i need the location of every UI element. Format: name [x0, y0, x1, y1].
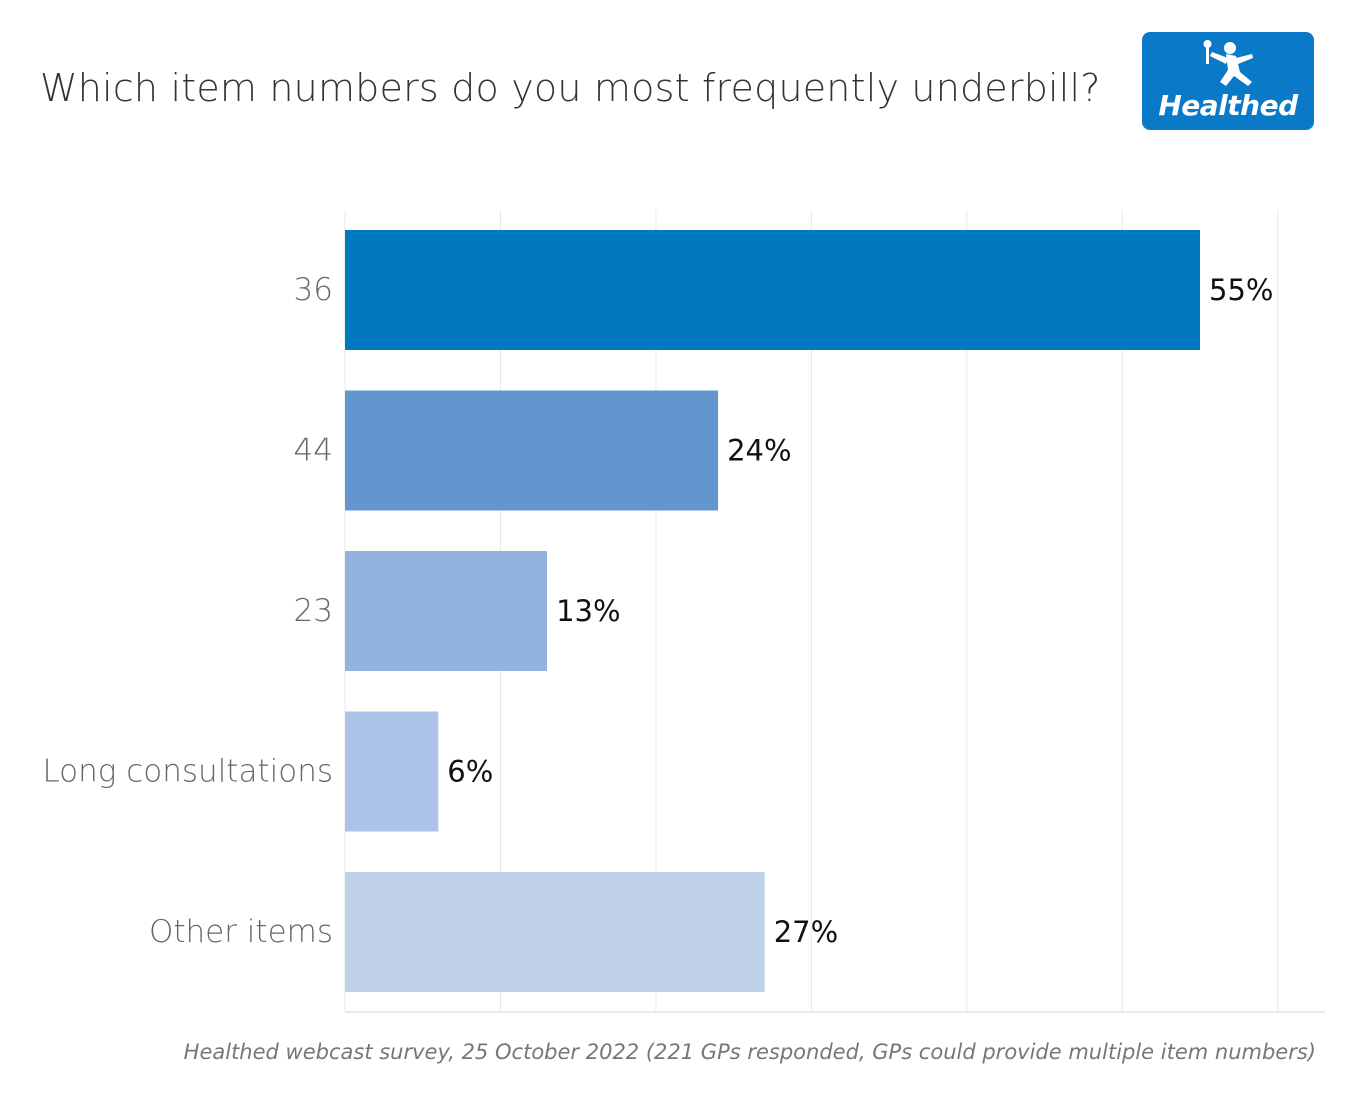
category-label: Other items	[149, 914, 333, 950]
source-footnote: Healthed webcast survey, 25 October 2022…	[183, 1040, 1316, 1064]
value-label: 24%	[727, 434, 791, 468]
logo-wordmark: Healthed	[1158, 89, 1298, 122]
category-label: Long consultations	[42, 754, 333, 790]
category-label: 36	[294, 272, 333, 308]
running-figure-icon	[1203, 40, 1253, 86]
value-labels: 55% 24% 13% 6% 27%	[447, 273, 1273, 949]
bar-other-items	[345, 872, 765, 992]
value-label: 55%	[1209, 273, 1273, 307]
value-label: 13%	[556, 594, 620, 628]
bars	[345, 230, 1200, 992]
healthed-logo: Healthed	[1142, 32, 1314, 130]
bar-44	[345, 390, 719, 511]
bar-long-consultations	[345, 711, 439, 832]
bar-36	[345, 230, 1200, 350]
category-labels: 36 44 23 Long consultations Other items	[42, 272, 333, 950]
category-label: 23	[294, 593, 333, 629]
chart-title: Which item numbers do you most frequentl…	[40, 66, 1101, 110]
category-label: 44	[294, 433, 333, 469]
bar-chart: 36 44 23 Long consultations Other items 55% 2…	[42, 210, 1325, 1013]
value-label: 27%	[774, 915, 838, 949]
bar-23	[345, 551, 548, 671]
value-label: 6%	[447, 755, 493, 789]
